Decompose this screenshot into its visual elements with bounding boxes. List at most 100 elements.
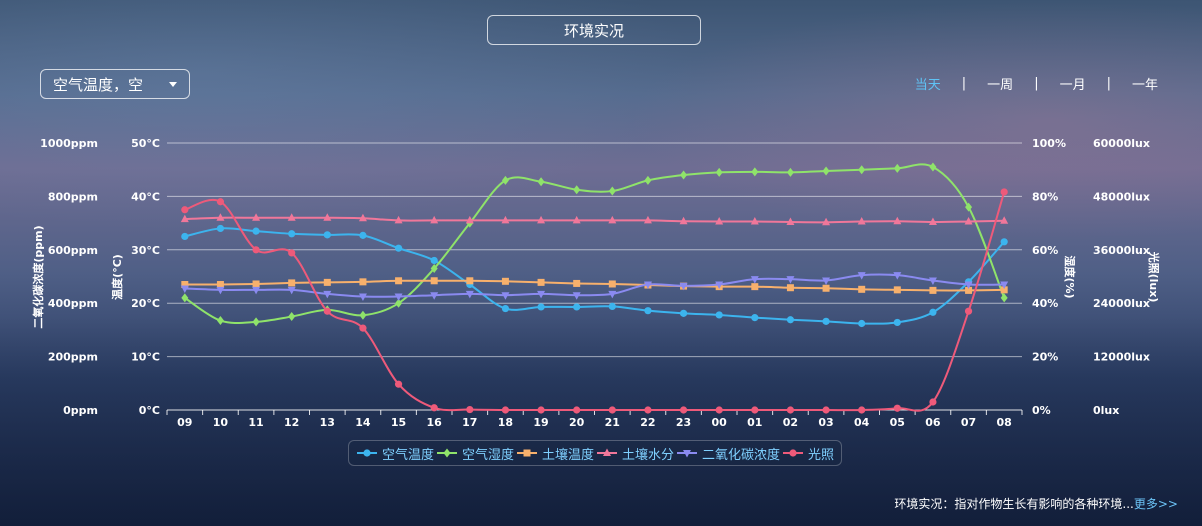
x-tick-label: 10 <box>213 416 229 429</box>
data-point <box>857 216 866 225</box>
data-point <box>679 282 688 291</box>
data-point <box>643 281 652 290</box>
legend-marker-icon <box>436 448 457 458</box>
data-point <box>715 216 724 225</box>
data-point <box>466 405 474 414</box>
data-point <box>181 232 189 241</box>
series-line <box>184 273 1005 298</box>
data-point <box>252 246 260 254</box>
data-point <box>928 217 937 226</box>
light-tick-label: 0lux <box>1093 404 1119 417</box>
humidity-tick-label: 100% <box>1032 137 1066 150</box>
data-point <box>964 216 973 225</box>
data-point <box>1000 286 1008 294</box>
data-point <box>180 214 189 223</box>
data-point <box>750 276 759 284</box>
x-tick-label: 23 <box>676 416 691 429</box>
data-point <box>359 310 367 320</box>
x-tick-label: 02 <box>783 416 798 429</box>
data-point <box>715 406 723 414</box>
data-point <box>537 290 546 299</box>
data-point <box>893 216 902 225</box>
data-point <box>252 286 261 295</box>
series-5 <box>181 188 1008 414</box>
x-tick-label: 08 <box>997 416 1012 429</box>
data-point <box>359 231 367 239</box>
co2-tick-label: 0ppm <box>63 404 98 417</box>
humidity-axis-title: 湿度(%) <box>1063 255 1077 298</box>
legend-item[interactable]: 空气湿度 <box>436 444 514 463</box>
data-point <box>501 292 510 300</box>
data-point <box>573 303 581 311</box>
data-point <box>430 292 439 300</box>
humidity-tick-label: 60% <box>1032 244 1058 257</box>
co2-tick-label: 600ppm <box>48 244 98 257</box>
legend-item[interactable]: 光照 <box>782 444 834 463</box>
legend-label: 土壤温度 <box>541 447 594 463</box>
data-point <box>858 319 866 328</box>
data-point <box>822 166 830 176</box>
light-tick-label: 60000lux <box>1093 137 1150 150</box>
data-point <box>1000 216 1009 224</box>
legend-item[interactable]: 土壤水分 <box>596 444 674 463</box>
tab-year[interactable]: 一年 <box>1131 77 1158 93</box>
legend-label: 土壤水分 <box>621 447 674 463</box>
page-title-text: 环境实况 <box>563 21 624 40</box>
tab-separator: | <box>961 75 967 91</box>
data-point <box>644 406 652 414</box>
humidity-tick-label: 20% <box>1032 351 1058 364</box>
data-point <box>893 163 901 173</box>
more-link[interactable]: 更多>> <box>1133 497 1178 511</box>
legend-item[interactable]: 二氧化碳浓度 <box>676 444 780 463</box>
data-point <box>750 216 759 225</box>
legend-item[interactable]: 土壤温度 <box>516 444 594 463</box>
metric-selector-dropdown[interactable]: 空气温度，空 <box>40 69 190 99</box>
data-point <box>323 290 332 299</box>
light-tick-label: 24000lux <box>1093 297 1150 310</box>
tab-today[interactable]: 当天 <box>914 77 941 93</box>
series-1 <box>181 162 1008 327</box>
humidity-tick-label: 40% <box>1032 297 1058 310</box>
x-tick-label: 03 <box>818 416 833 429</box>
legend-label: 二氧化碳浓度 <box>701 447 780 463</box>
x-tick-label: 07 <box>961 416 976 429</box>
data-point <box>858 406 866 414</box>
series-4 <box>180 272 1009 302</box>
series-line <box>184 163 1006 324</box>
data-point <box>394 293 403 302</box>
light-tick-label: 36000lux <box>1093 244 1150 257</box>
legend-label: 光照 <box>807 447 834 463</box>
data-point <box>465 215 474 224</box>
legend-item[interactable]: 空气温度 <box>356 444 434 463</box>
tab-week[interactable]: 一周 <box>987 77 1014 93</box>
temp-tick-label: 20°C <box>131 297 160 310</box>
humidity-tick-label: 0% <box>1032 404 1051 417</box>
data-point <box>252 213 261 221</box>
data-point <box>822 284 830 292</box>
data-point <box>573 185 581 195</box>
data-point <box>679 216 688 225</box>
light-axis-title: 光照(lux) <box>1147 251 1161 303</box>
data-point <box>965 202 973 212</box>
data-point <box>573 406 581 414</box>
data-point <box>430 263 438 273</box>
legend-label: 空气湿度 <box>461 447 514 463</box>
data-point <box>288 249 296 257</box>
data-point <box>287 213 296 221</box>
data-point <box>216 281 224 289</box>
x-tick-label: 20 <box>569 416 585 429</box>
data-point <box>608 406 616 414</box>
x-tick-label: 15 <box>391 416 406 429</box>
data-point <box>430 256 438 265</box>
co2-tick-label: 800ppm <box>48 190 98 203</box>
temp-axis-title: 温度(°C) <box>110 254 124 300</box>
data-point <box>751 406 759 414</box>
data-point <box>358 213 367 222</box>
caret-down-icon <box>169 82 177 87</box>
co2-tick-label: 400ppm <box>48 297 98 310</box>
data-point <box>323 307 331 315</box>
data-point <box>751 283 759 291</box>
tab-month[interactable]: 一月 <box>1059 77 1086 93</box>
